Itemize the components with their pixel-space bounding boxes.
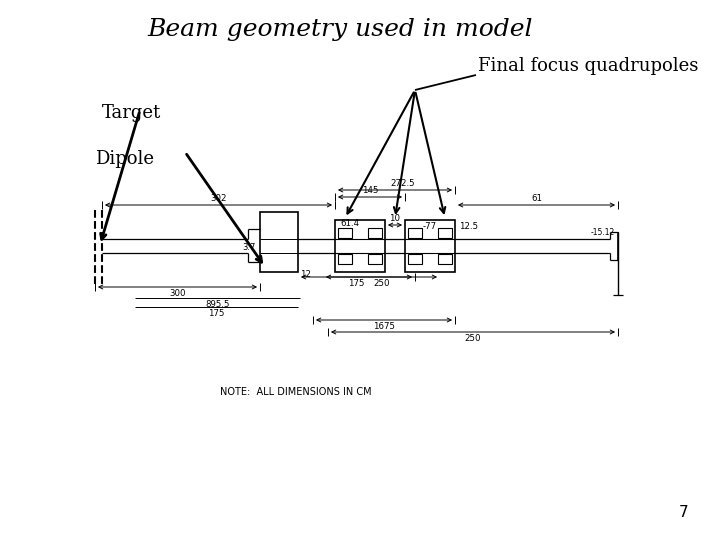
Bar [368,228,382,238]
Text: -15.12: -15.12 [590,228,615,237]
Text: 61.4: 61.4 [340,219,359,228]
Text: 250: 250 [373,279,390,288]
Text: 300: 300 [169,289,186,298]
Bar [260,212,298,272]
Bar [408,254,422,264]
Text: 12.5: 12.5 [459,222,478,231]
Text: 7: 7 [678,505,688,520]
Text: 175: 175 [208,309,224,318]
Text: 145: 145 [361,186,378,195]
Text: Final focus quadrupoles: Final focus quadrupoles [478,57,698,75]
Text: 1675: 1675 [373,322,395,331]
Bar [408,228,422,238]
Text: Dipole: Dipole [95,150,154,168]
Bar [405,220,455,272]
Bar [335,220,385,272]
Text: 250: 250 [464,334,481,343]
Text: 61: 61 [531,194,542,203]
Text: 3.7: 3.7 [243,242,256,252]
Text: 302: 302 [210,194,227,203]
Bar [338,228,352,238]
Text: NOTE:  ALL DIMENSIONS IN CM: NOTE: ALL DIMENSIONS IN CM [220,387,372,397]
Text: Target: Target [102,104,161,122]
Bar [338,254,352,264]
Text: 272.5: 272.5 [391,179,415,188]
Text: 12: 12 [300,270,311,279]
Bar [368,254,382,264]
Text: Beam geometry used in model: Beam geometry used in model [148,18,533,41]
Bar [438,254,452,264]
Text: 895.5: 895.5 [206,300,230,309]
Bar [438,228,452,238]
Text: -77: -77 [423,222,437,231]
Text: 10: 10 [390,214,400,223]
Text: 175: 175 [348,279,365,288]
